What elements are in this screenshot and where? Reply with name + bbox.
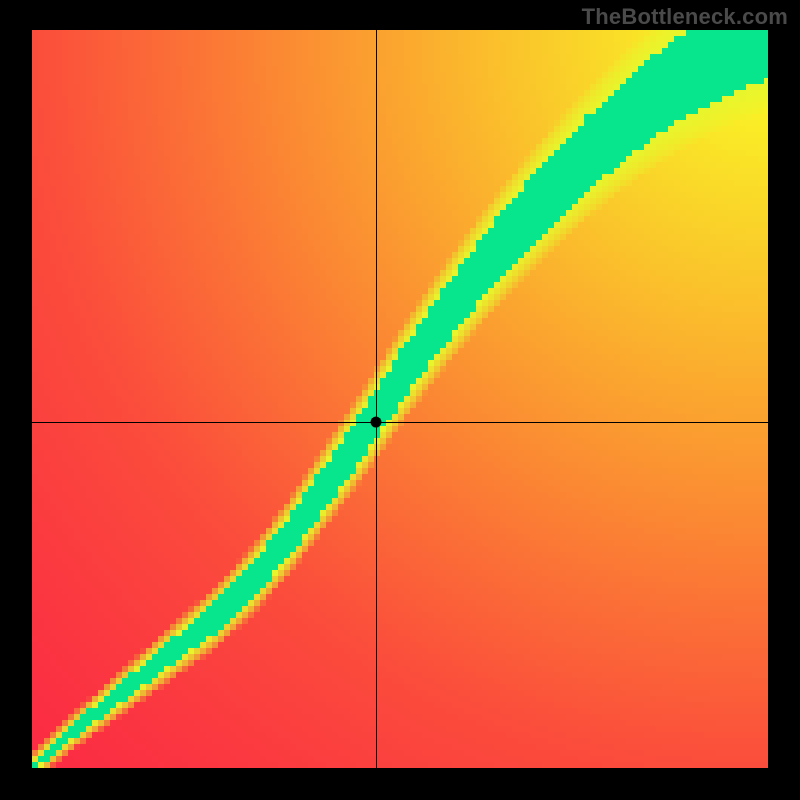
bottleneck-heatmap (0, 0, 800, 800)
attribution-label: TheBottleneck.com (582, 4, 788, 30)
